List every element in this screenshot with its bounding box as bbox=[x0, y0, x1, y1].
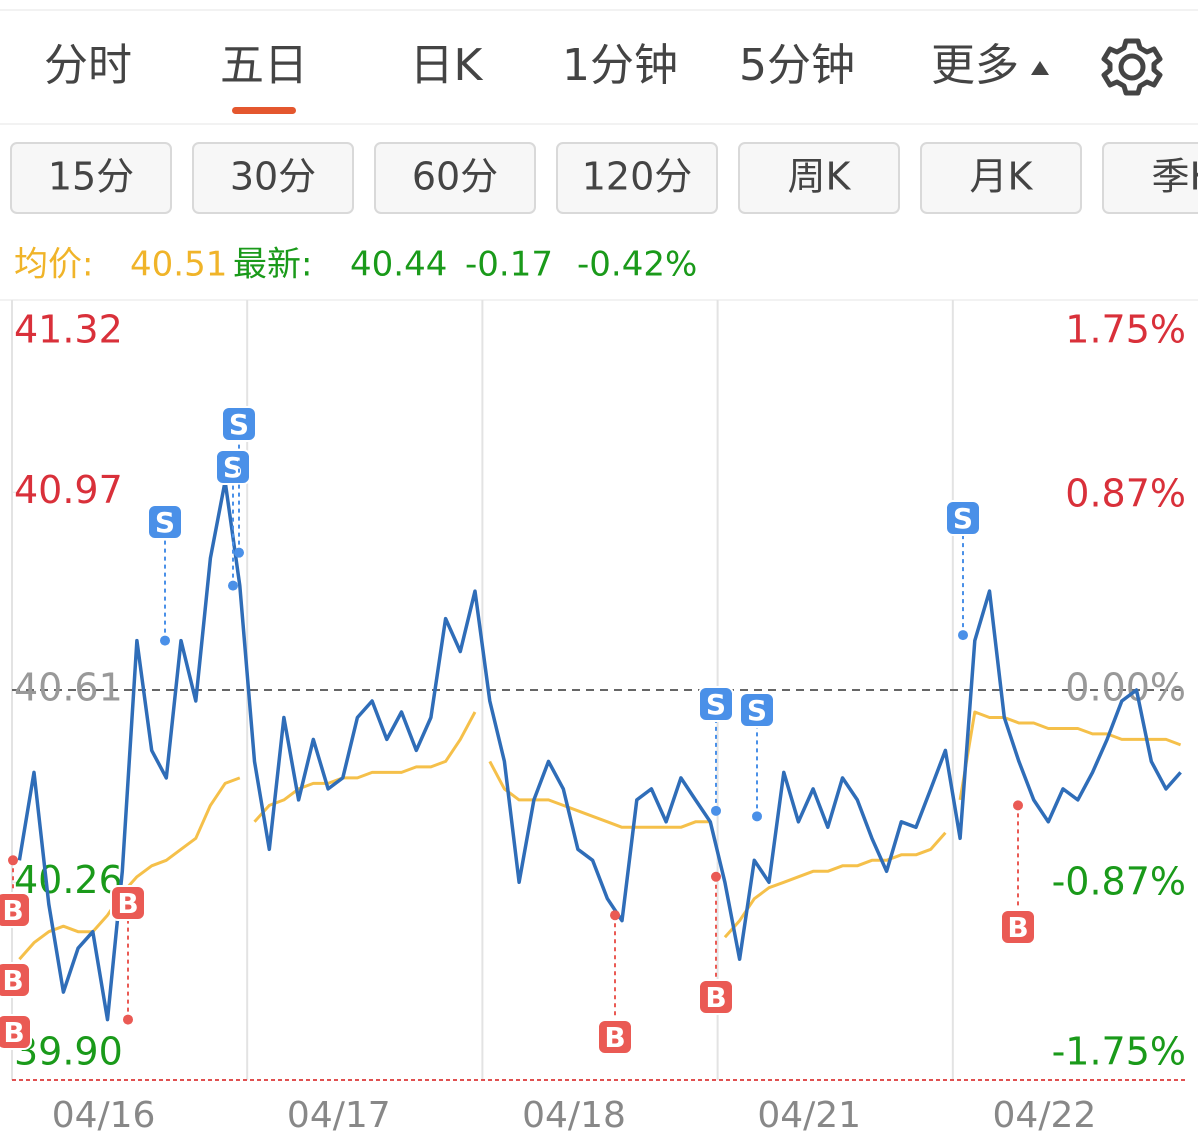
info-avg: 40.51 bbox=[130, 245, 227, 285]
y-tick-label: 40.97 bbox=[14, 468, 123, 512]
y2-tick-label: -0.87% bbox=[1052, 859, 1186, 903]
trade-badge bbox=[110, 885, 146, 921]
subtab-label: 60分 bbox=[412, 155, 498, 199]
trade-label: B bbox=[705, 981, 726, 1014]
trade-label: S bbox=[223, 451, 243, 484]
subtab-label: 30分 bbox=[230, 155, 316, 199]
trade-badge bbox=[0, 1014, 32, 1050]
subtab-button[interactable] bbox=[738, 142, 900, 214]
subtab-button[interactable] bbox=[192, 142, 354, 214]
trade-label: S bbox=[229, 408, 249, 441]
trade-badge bbox=[698, 979, 734, 1015]
subtab-label: 周K bbox=[788, 155, 852, 199]
trade-label: B bbox=[2, 894, 23, 927]
tab[interactable]: 分时 bbox=[44, 40, 132, 91]
trade-badge bbox=[221, 406, 257, 442]
trade-point bbox=[610, 910, 620, 921]
tab[interactable]: 更多 bbox=[931, 40, 1019, 91]
trade-label: B bbox=[604, 1021, 625, 1054]
more-arrow bbox=[1031, 61, 1049, 75]
subtab-label: 季K bbox=[1152, 155, 1198, 199]
trade-badge bbox=[0, 962, 31, 998]
y-tick-label: 40.26 bbox=[14, 858, 123, 902]
trade-point bbox=[234, 547, 244, 558]
x-tick-label: 04/18 bbox=[522, 1095, 626, 1136]
trade-label: S bbox=[155, 506, 175, 539]
info-avg-label: 均价: bbox=[14, 245, 93, 285]
info-change-pct: -0.42% bbox=[577, 245, 697, 285]
trade-point bbox=[958, 630, 968, 641]
trade-point bbox=[123, 1014, 133, 1025]
trade-label: B bbox=[117, 887, 138, 920]
info-latest-label: 最新: bbox=[233, 245, 312, 285]
subtab-label: 月K bbox=[970, 155, 1034, 199]
trade-badge bbox=[215, 449, 251, 485]
subtab-label: 120分 bbox=[582, 155, 693, 199]
trade-label: S bbox=[953, 502, 973, 535]
trade-badge bbox=[945, 500, 981, 536]
trade-point bbox=[160, 635, 170, 646]
tab-underline bbox=[232, 107, 296, 114]
y-tick-label: 39.90 bbox=[14, 1030, 123, 1074]
trade-point bbox=[8, 855, 18, 866]
tab[interactable]: 1分钟 bbox=[562, 40, 678, 91]
x-tick-label: 04/22 bbox=[993, 1095, 1097, 1136]
x-tick-label: 04/16 bbox=[52, 1095, 156, 1136]
trade-label: B bbox=[1007, 911, 1028, 944]
info-change: -0.17 bbox=[465, 245, 553, 285]
y2-tick-label: 1.75% bbox=[1065, 308, 1186, 352]
trade-badge bbox=[1000, 909, 1036, 945]
trade-label: S bbox=[747, 694, 767, 727]
y-tick-label: 41.32 bbox=[14, 308, 123, 352]
subtab-button[interactable] bbox=[556, 142, 718, 214]
trade-badge bbox=[698, 686, 734, 722]
tab[interactable]: 日K bbox=[410, 40, 484, 91]
trade-point bbox=[711, 871, 721, 882]
y2-tick-label: -1.75% bbox=[1052, 1030, 1186, 1074]
gear bbox=[1101, 38, 1163, 96]
trade-badge bbox=[147, 504, 183, 540]
subtab-button[interactable] bbox=[920, 142, 1082, 214]
y-tick-label: 40.61 bbox=[14, 666, 123, 710]
settings-icon[interactable] bbox=[1101, 38, 1163, 96]
subtab-button[interactable] bbox=[374, 142, 536, 214]
tab[interactable]: 五日 bbox=[220, 40, 308, 91]
trade-point bbox=[228, 580, 238, 591]
x-tick-label: 04/21 bbox=[757, 1095, 861, 1136]
x-tick-label: 04/17 bbox=[287, 1095, 391, 1136]
subtab-button[interactable] bbox=[10, 142, 172, 214]
trade-label: B bbox=[2, 964, 23, 997]
trade-label: B bbox=[3, 1016, 24, 1049]
gear-hole bbox=[1118, 53, 1146, 81]
tab[interactable]: 5分钟 bbox=[739, 40, 855, 91]
price-line bbox=[17, 479, 1182, 1022]
y2-tick-label: 0.87% bbox=[1065, 472, 1186, 516]
trade-point bbox=[1013, 800, 1023, 811]
trade-badge bbox=[597, 1019, 633, 1055]
subtab-label: 15分 bbox=[48, 155, 134, 199]
y2-tick-label: 0.00% bbox=[1065, 666, 1186, 710]
trade-label: S bbox=[706, 688, 726, 721]
info-latest: 40.44 bbox=[350, 245, 447, 285]
subtab-button[interactable] bbox=[1102, 142, 1198, 214]
trade-badge bbox=[0, 892, 31, 928]
trade-point bbox=[752, 811, 762, 822]
trade-badge bbox=[739, 692, 775, 728]
trade-point bbox=[711, 805, 721, 816]
